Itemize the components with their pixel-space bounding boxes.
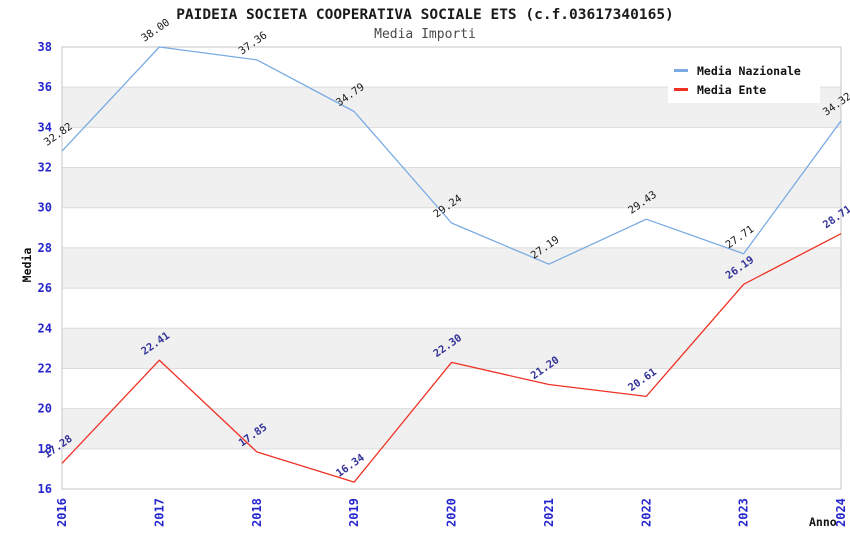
y-tick-label: 20 <box>38 402 52 416</box>
x-tick-label: 2018 <box>250 498 264 527</box>
plot-frame <box>61 46 842 490</box>
plot-band <box>62 368 841 409</box>
plot-band <box>62 247 841 289</box>
x-tick-label: 2016 <box>55 498 69 527</box>
legend-item-media-nazionale: Media Nazionale <box>674 61 820 80</box>
x-axis-title: Anno <box>809 515 837 529</box>
legend-marker-nazionale-icon <box>674 69 688 72</box>
chart-title: PAIDEIA SOCIETA COOPERATIVA SOCIALE ETS … <box>176 7 674 23</box>
y-tick-label: 22 <box>38 361 52 375</box>
legend-marker-ente-icon <box>674 88 688 91</box>
legend-label-ente: Media Ente <box>697 82 767 97</box>
series-line-0 <box>61 46 842 265</box>
plot-band <box>62 328 841 369</box>
y-axis-title: Media <box>20 247 34 283</box>
legend: Media Nazionale Media Ente <box>668 57 820 103</box>
y-tick-label: 32 <box>38 161 52 175</box>
y-tick-label: 26 <box>38 281 52 295</box>
x-tick-label: 2022 <box>639 498 653 527</box>
y-tick-label: 16 <box>38 482 52 496</box>
y-tick-label: 28 <box>38 241 52 255</box>
x-tick-label: 2023 <box>737 498 751 527</box>
chart-subtitle: Media Importi <box>374 27 476 42</box>
x-tick-label: 2024 <box>834 498 848 527</box>
x-tick-label: 2021 <box>542 498 556 527</box>
y-tick-label: 36 <box>38 80 52 94</box>
series-line-1 <box>61 233 842 483</box>
y-tick-label: 24 <box>38 321 52 335</box>
y-tick-label: 38 <box>38 40 52 54</box>
x-tick-label: 2020 <box>445 498 459 527</box>
y-tick-label: 18 <box>38 442 52 456</box>
legend-label-nazionale: Media Nazionale <box>697 63 801 78</box>
plot-band <box>62 288 841 329</box>
y-tick-label: 30 <box>38 201 52 215</box>
x-tick-label: 2017 <box>152 498 166 527</box>
plot-band <box>62 207 841 248</box>
data-label: 38.00 <box>139 17 172 45</box>
legend-item-media-ente: Media Ente <box>674 80 820 99</box>
x-tick-label: 2019 <box>347 498 361 527</box>
plot-band <box>62 167 841 208</box>
plot-band <box>62 408 841 449</box>
y-tick-label: 34 <box>38 120 52 134</box>
plot-band <box>62 127 841 168</box>
plot-band <box>62 448 841 489</box>
